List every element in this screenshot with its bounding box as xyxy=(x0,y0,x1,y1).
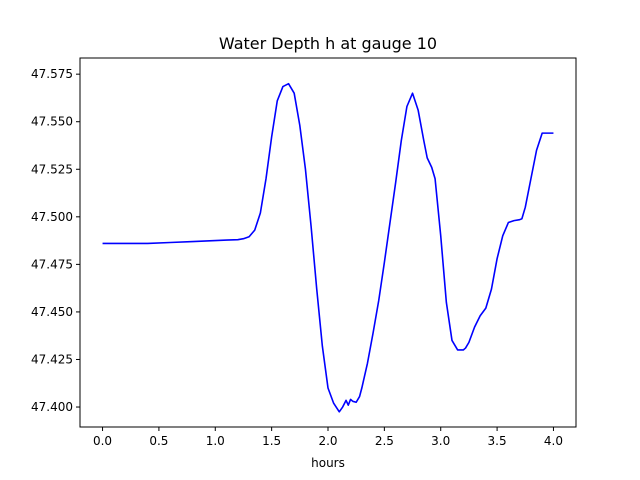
x-tick-label: 1.5 xyxy=(262,434,281,448)
x-axis-title: hours xyxy=(311,456,345,470)
series-line-0 xyxy=(102,82,554,413)
x-tick-label: 2.0 xyxy=(318,434,337,448)
y-tick-label: 47.450 xyxy=(31,305,73,319)
y-tick-label: 47.500 xyxy=(31,210,73,224)
x-tick-label: 0.5 xyxy=(149,434,168,448)
y-tick-label: 47.425 xyxy=(31,352,73,366)
x-axis: 0.0 0.5 1.0 1.5 2.0 2.5 3.0 3.5 4.0 xyxy=(93,427,563,448)
y-tick-label: 47.475 xyxy=(31,257,73,271)
y-tick-label: 47.550 xyxy=(31,115,73,129)
chart-title: Water Depth h at gauge 10 xyxy=(219,34,437,53)
x-tick-label: 0.0 xyxy=(93,434,112,448)
x-tick-label: 1.0 xyxy=(206,434,225,448)
y-axis: 47.400 47.425 47.450 47.475 47.500 47.525 47.5… xyxy=(31,67,80,414)
x-tick-label: 2.5 xyxy=(375,434,394,448)
x-tick-label: 3.5 xyxy=(488,434,507,448)
x-tick-label: 4.0 xyxy=(544,434,563,448)
y-tick-label: 47.525 xyxy=(31,162,73,176)
y-tick-label: 47.400 xyxy=(31,400,73,414)
y-tick-label: 47.575 xyxy=(31,67,73,81)
x-tick-label: 3.0 xyxy=(431,434,450,448)
